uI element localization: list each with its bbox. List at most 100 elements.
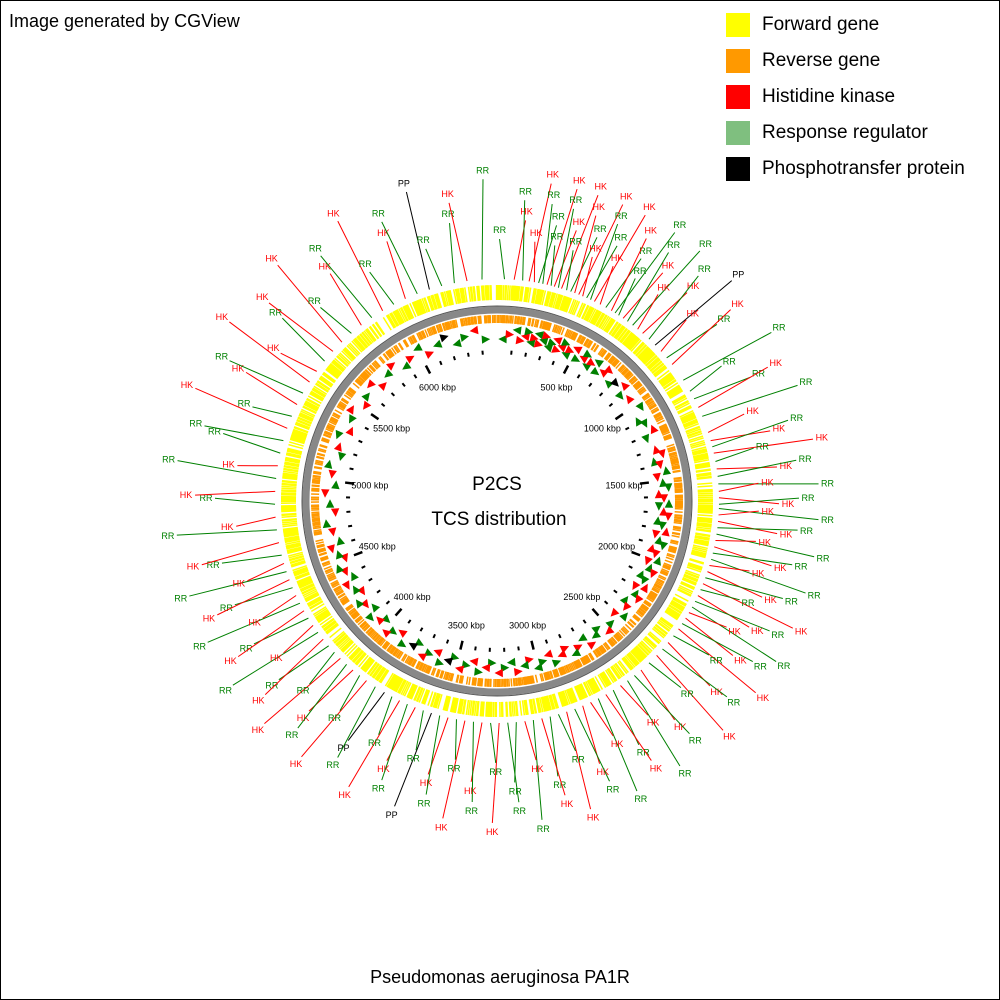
legend: Forward gene Reverse gene Histidine kina… bbox=[726, 7, 965, 187]
reverse-gene-stripe bbox=[646, 399, 654, 406]
forward-gene-stripe bbox=[602, 671, 612, 686]
forward-gene-stripe bbox=[641, 351, 654, 363]
reverse-gene-stripe bbox=[453, 319, 457, 328]
callout-line bbox=[454, 719, 457, 760]
forward-gene-stripe bbox=[427, 295, 434, 311]
forward-gene-stripe bbox=[426, 296, 433, 311]
tcs-arrow-hk bbox=[543, 649, 554, 658]
reverse-gene-stripe bbox=[382, 353, 389, 361]
reverse-gene-stripe bbox=[360, 621, 368, 629]
forward-gene-stripe bbox=[388, 674, 398, 689]
reverse-gene-stripe bbox=[387, 350, 393, 358]
forward-gene-stripe bbox=[622, 656, 634, 670]
reverse-gene-stripe bbox=[554, 669, 559, 678]
callout-label-hk: HK bbox=[265, 254, 278, 264]
reverse-gene-stripe bbox=[626, 373, 634, 381]
forward-gene-stripe bbox=[433, 693, 440, 708]
reverse-gene-stripe bbox=[409, 336, 415, 344]
forward-gene-stripe bbox=[485, 701, 488, 717]
reverse-gene-stripe bbox=[607, 639, 614, 647]
reverse-gene-stripe bbox=[612, 359, 620, 367]
major-tick bbox=[591, 607, 600, 617]
forward-gene-stripe bbox=[295, 572, 310, 580]
reverse-gene-stripe bbox=[524, 676, 528, 685]
reverse-gene-stripe bbox=[426, 665, 432, 674]
forward-gene-stripe bbox=[604, 318, 615, 333]
reverse-gene-stripe bbox=[418, 662, 423, 671]
forward-gene-stripe bbox=[695, 468, 711, 473]
major-tick bbox=[631, 550, 641, 557]
forward-gene-stripe bbox=[284, 463, 300, 468]
reverse-gene-stripe bbox=[633, 614, 641, 621]
forward-gene-stripe bbox=[292, 429, 308, 436]
reverse-gene-stripe bbox=[348, 388, 356, 395]
reverse-gene-stripe bbox=[386, 643, 393, 652]
callout-line bbox=[207, 602, 301, 643]
forward-gene-stripe bbox=[696, 472, 712, 477]
tcs-arrow-hk bbox=[340, 566, 348, 576]
forward-gene-stripe bbox=[650, 361, 663, 372]
reverse-gene-stripe bbox=[553, 324, 558, 333]
forward-gene-stripe bbox=[575, 685, 583, 700]
major-tick bbox=[424, 364, 432, 375]
reverse-gene-stripe bbox=[356, 377, 364, 385]
forward-gene-stripe bbox=[692, 449, 708, 455]
callout-line bbox=[678, 628, 756, 694]
callout-line bbox=[232, 631, 319, 686]
forward-gene-stripe bbox=[325, 623, 339, 634]
callout-label-rr: RR bbox=[359, 259, 372, 269]
forward-gene-stripe bbox=[663, 379, 677, 390]
reverse-gene-stripe bbox=[579, 336, 585, 345]
reverse-gene-stripe bbox=[545, 322, 550, 331]
reverse-gene-stripe bbox=[478, 315, 481, 324]
forward-gene-stripe bbox=[357, 335, 369, 348]
callout-line bbox=[229, 360, 304, 394]
forward-gene-stripe bbox=[625, 335, 637, 348]
callout-label-hk: HK bbox=[203, 613, 216, 623]
callout-line bbox=[309, 651, 335, 685]
reverse-gene-stripe bbox=[416, 661, 422, 670]
callout-line bbox=[656, 654, 724, 731]
forward-gene-stripe bbox=[585, 307, 594, 322]
tcs-arrow-hk bbox=[645, 555, 653, 566]
forward-gene-stripe bbox=[577, 684, 585, 700]
reverse-gene-stripe bbox=[615, 632, 623, 640]
forward-gene-stripe bbox=[638, 348, 651, 360]
callout-label-hk: HK bbox=[761, 478, 774, 488]
minor-tick bbox=[353, 453, 358, 457]
reverse-gene-stripe bbox=[519, 316, 522, 325]
tcs-arrow-hk bbox=[398, 629, 408, 638]
forward-gene-stripe bbox=[293, 569, 309, 576]
forward-gene-stripe bbox=[309, 600, 324, 610]
reverse-gene-stripe bbox=[544, 321, 549, 330]
credit-text: Image generated by CGView bbox=[9, 11, 240, 31]
reverse-gene-stripe bbox=[651, 408, 660, 415]
forward-gene-stripe bbox=[285, 542, 301, 547]
forward-gene-stripe bbox=[294, 423, 310, 431]
forward-gene-stripe bbox=[637, 346, 649, 358]
reverse-gene-stripe bbox=[312, 521, 321, 524]
forward-gene-stripe bbox=[525, 287, 529, 303]
backbone-outline bbox=[301, 305, 693, 697]
forward-gene-stripe bbox=[289, 441, 304, 447]
reverse-gene-stripe bbox=[398, 342, 404, 351]
forward-gene-stripe bbox=[669, 390, 684, 400]
callout-line bbox=[223, 433, 281, 454]
callout-line bbox=[599, 265, 614, 305]
reverse-gene-stripe bbox=[531, 675, 535, 684]
reverse-gene-stripe bbox=[390, 646, 396, 655]
forward-gene-stripe bbox=[333, 632, 347, 644]
tcs-arrow-hk bbox=[553, 337, 563, 346]
callout-label-hk: HK bbox=[531, 764, 544, 774]
forward-gene-stripe bbox=[321, 617, 335, 628]
reverse-gene-stripe bbox=[394, 649, 401, 658]
reverse-gene-stripe bbox=[651, 587, 660, 593]
reverse-gene-stripe bbox=[370, 631, 378, 639]
callout-line bbox=[702, 384, 798, 417]
tcs-arrow-track bbox=[321, 325, 674, 678]
forward-gene-stripe bbox=[389, 313, 398, 327]
reverse-gene-stripe bbox=[595, 648, 601, 657]
forward-gene-stripe bbox=[472, 700, 476, 716]
reverse-gene-stripe bbox=[670, 459, 679, 463]
forward-gene-stripe bbox=[525, 287, 530, 303]
